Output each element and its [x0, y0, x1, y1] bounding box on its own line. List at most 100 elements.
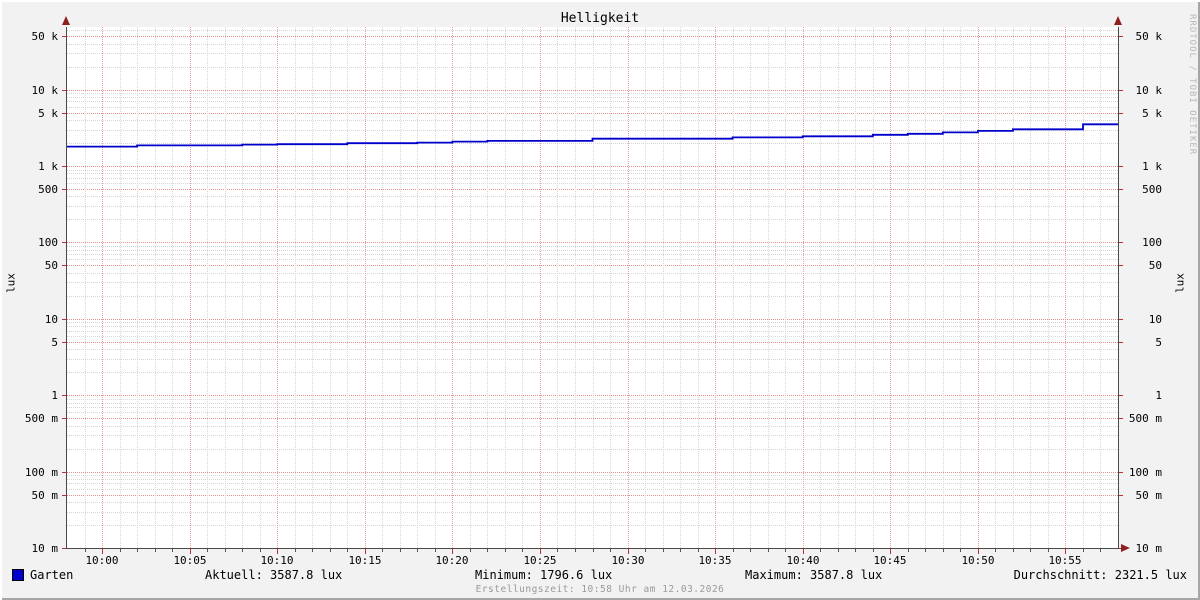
gridline-h	[67, 254, 1118, 255]
gridline-h	[67, 143, 1118, 144]
gridline-v	[365, 27, 366, 548]
x-axis-tick	[102, 549, 103, 554]
right-axis-arrow-icon	[1114, 16, 1122, 25]
gridline-v	[750, 27, 751, 548]
gridline-h	[67, 173, 1118, 174]
x-axis-tick	[1013, 549, 1014, 552]
x-axis-tick-label: 10:25	[523, 554, 557, 567]
y-axis-tick-label-left: 100 m	[24, 466, 58, 479]
gridline-h	[67, 399, 1118, 400]
gridline-h	[67, 472, 1118, 473]
gridline-v	[698, 27, 699, 548]
gridline-v	[873, 27, 874, 548]
gridline-v	[540, 27, 541, 548]
y-axis-tick-label-left: 5 k	[38, 107, 58, 120]
y-axis-tick-right	[1119, 395, 1123, 396]
gridline-v	[663, 27, 664, 548]
y-axis-tick-right	[1119, 265, 1123, 266]
y-axis-tick-label-left: 1	[51, 389, 58, 402]
y-axis-tick-label-left: 100	[38, 236, 58, 249]
x-axis-tick	[1048, 549, 1049, 552]
gridline-h	[67, 449, 1118, 450]
y-axis-tick-label-left: 5	[51, 336, 58, 349]
gridline-h	[67, 259, 1118, 260]
y-axis-tick-label-right: 5	[1155, 336, 1162, 349]
x-axis-tick	[172, 549, 173, 552]
gridline-v	[1030, 27, 1031, 548]
gridline-v	[628, 27, 629, 548]
y-axis-tick-label-left: 10	[44, 313, 58, 326]
x-axis-tick-label: 10:35	[698, 554, 732, 567]
gridline-h	[67, 90, 1118, 91]
x-axis-tick-label: 10:00	[85, 554, 119, 567]
x-axis-tick	[435, 549, 436, 552]
gridline-v	[400, 27, 401, 548]
gridline-h	[67, 101, 1118, 102]
y-axis-tick-label-left: 10 k	[31, 84, 59, 97]
gridline-v	[855, 27, 856, 548]
y-axis-tick-label-right: 10	[1148, 313, 1162, 326]
gridline-v	[995, 27, 996, 548]
x-axis-tick	[295, 549, 296, 552]
x-axis-tick	[943, 549, 944, 552]
gridline-h	[67, 326, 1118, 327]
y-axis-tick-left	[62, 342, 66, 343]
chart-title: Helligkeit	[560, 11, 640, 26]
x-axis-tick	[855, 549, 856, 552]
x-axis-tick	[312, 549, 313, 552]
gridline-v	[1065, 27, 1066, 548]
x-axis-tick	[557, 549, 558, 552]
y-axis-tick-left	[62, 418, 66, 419]
gridline-v	[277, 27, 278, 548]
x-axis-tick	[487, 549, 488, 552]
gridline-h	[67, 53, 1118, 54]
y-axis-tick-label-right: 50	[1148, 259, 1162, 272]
x-axis-tick	[365, 549, 366, 554]
gridline-v	[172, 27, 173, 548]
gridline-v	[768, 27, 769, 548]
y-axis-tick-left	[62, 395, 66, 396]
gridline-h	[67, 359, 1118, 360]
x-axis-tick	[925, 549, 926, 552]
gridline-h	[67, 170, 1118, 171]
gridline-h	[67, 349, 1118, 350]
gridline-h	[67, 36, 1118, 37]
gridline-h	[67, 265, 1118, 266]
y-axis-tick-label-right: 1 k	[1142, 160, 1162, 173]
x-axis-tick	[785, 549, 786, 552]
x-axis-tick	[733, 549, 734, 552]
x-axis-arrow-icon	[1121, 544, 1130, 552]
stat-durchschnitt: Durchschnitt: 2321.5 lux	[1013, 568, 1187, 582]
legend-row: Garten Aktuell: 3587.8 lux Minimum: 1796…	[0, 567, 1200, 583]
x-axis-tick	[155, 549, 156, 552]
gridline-h	[67, 93, 1118, 94]
y-axis-tick-label-right: 1	[1155, 389, 1162, 402]
y-axis-tick-left	[62, 90, 66, 91]
gridline-h	[67, 412, 1118, 413]
gridline-v	[347, 27, 348, 548]
y-axis-unit-right: lux	[1173, 273, 1187, 293]
x-axis-tick	[610, 549, 611, 552]
gridline-h	[67, 435, 1118, 436]
y-axis-unit-left: lux	[4, 273, 18, 293]
x-axis-tick	[593, 549, 594, 552]
gridline-h	[67, 166, 1118, 167]
y-axis-tick-right	[1119, 90, 1123, 91]
x-axis-tick-label: 10:45	[873, 554, 907, 567]
gridline-h	[67, 107, 1118, 108]
x-axis-tick	[680, 549, 681, 552]
rrdtool-watermark: RRDTOOL / TOBI OETIKER	[1187, 14, 1197, 156]
gridline-h	[67, 206, 1118, 207]
y-axis-tick-right	[1119, 189, 1123, 190]
x-axis-tick	[820, 549, 821, 552]
gridline-v	[295, 27, 296, 548]
gridline-v	[1013, 27, 1014, 548]
x-axis-tick	[137, 549, 138, 552]
gridline-h	[67, 525, 1118, 526]
y-axis-tick-left	[62, 265, 66, 266]
x-axis-tick	[995, 549, 996, 552]
y-axis-tick-right	[1119, 242, 1123, 243]
gridline-h	[67, 130, 1118, 131]
gridline-v	[225, 27, 226, 548]
x-axis-tick	[1100, 549, 1101, 552]
